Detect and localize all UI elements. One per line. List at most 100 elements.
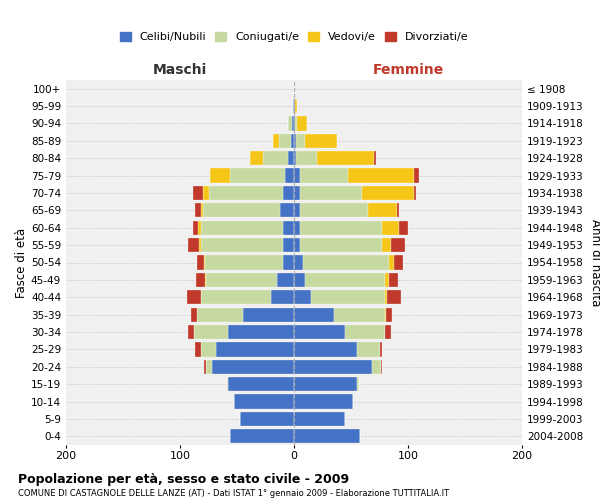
Bar: [200, 342, 217, 356]
Bar: [391, 238, 404, 252]
Bar: [385, 290, 388, 304]
Bar: [199, 238, 200, 252]
Text: Popolazione per età, sesso e stato civile - 2009: Popolazione per età, sesso e stato civil…: [18, 472, 349, 486]
Bar: [274, 134, 279, 148]
Bar: [198, 220, 200, 235]
Bar: [191, 308, 197, 322]
Bar: [294, 273, 305, 287]
Bar: [334, 308, 385, 322]
Bar: [300, 168, 347, 182]
Bar: [300, 220, 382, 235]
Bar: [380, 360, 382, 374]
Bar: [414, 186, 416, 200]
Bar: [385, 325, 391, 339]
Bar: [290, 134, 294, 148]
Bar: [300, 238, 382, 252]
Bar: [217, 342, 294, 356]
Bar: [204, 360, 206, 374]
Bar: [394, 256, 403, 270]
Bar: [305, 273, 385, 287]
Bar: [356, 342, 380, 356]
Bar: [294, 290, 311, 304]
Bar: [187, 290, 200, 304]
Bar: [414, 168, 419, 182]
Bar: [196, 273, 205, 287]
Bar: [346, 325, 385, 339]
Bar: [311, 290, 385, 304]
Bar: [241, 412, 294, 426]
Bar: [200, 238, 283, 252]
Bar: [203, 186, 209, 200]
Bar: [368, 203, 397, 218]
Bar: [374, 151, 376, 166]
Bar: [295, 99, 298, 113]
Bar: [292, 116, 294, 130]
Bar: [195, 342, 200, 356]
Bar: [386, 308, 392, 322]
Bar: [382, 220, 399, 235]
Text: Maschi: Maschi: [153, 62, 207, 76]
Bar: [280, 203, 294, 218]
Bar: [228, 325, 294, 339]
Bar: [296, 151, 317, 166]
Bar: [200, 290, 271, 304]
Bar: [294, 116, 295, 130]
Bar: [205, 256, 283, 270]
Bar: [294, 342, 356, 356]
Bar: [200, 203, 203, 218]
Bar: [283, 256, 294, 270]
Bar: [294, 168, 300, 182]
Bar: [388, 290, 401, 304]
Bar: [294, 220, 300, 235]
Bar: [200, 220, 283, 235]
Bar: [283, 186, 294, 200]
Bar: [294, 134, 296, 148]
Bar: [294, 325, 346, 339]
Bar: [294, 377, 356, 392]
Bar: [382, 238, 391, 252]
Bar: [294, 429, 360, 444]
Bar: [204, 256, 205, 270]
Bar: [212, 360, 294, 374]
Bar: [380, 342, 382, 356]
Bar: [194, 325, 228, 339]
Text: COMUNE DI CASTAGNOLE DELLE LANZE (AT) - Dati ISTAT 1° gennaio 2009 - Elaborazion: COMUNE DI CASTAGNOLE DELLE LANZE (AT) - …: [18, 489, 449, 498]
Bar: [294, 412, 346, 426]
Bar: [294, 394, 353, 408]
Bar: [293, 99, 294, 113]
Bar: [289, 151, 294, 166]
Bar: [303, 256, 389, 270]
Bar: [300, 186, 362, 200]
Bar: [206, 273, 277, 287]
Bar: [193, 186, 203, 200]
Bar: [271, 290, 294, 304]
Bar: [227, 377, 228, 392]
Bar: [296, 134, 305, 148]
Bar: [209, 186, 283, 200]
Bar: [294, 308, 334, 322]
Bar: [362, 186, 414, 200]
Bar: [228, 377, 294, 392]
Bar: [242, 308, 294, 322]
Bar: [300, 203, 368, 218]
Bar: [285, 168, 294, 182]
Bar: [233, 394, 294, 408]
Bar: [193, 220, 198, 235]
Bar: [197, 308, 242, 322]
Legend: Celibi/Nubili, Coniugati/e, Vedovi/e, Divorziati/e: Celibi/Nubili, Coniugati/e, Vedovi/e, Di…: [116, 29, 472, 46]
Bar: [188, 238, 199, 252]
Bar: [389, 256, 394, 270]
Bar: [305, 134, 337, 148]
Bar: [385, 308, 386, 322]
Y-axis label: Fasce di età: Fasce di età: [15, 228, 28, 298]
Bar: [203, 203, 280, 218]
Bar: [230, 168, 285, 182]
Bar: [205, 273, 206, 287]
Bar: [294, 151, 296, 166]
Bar: [250, 151, 263, 166]
Bar: [294, 360, 371, 374]
Bar: [294, 238, 300, 252]
Bar: [397, 203, 399, 218]
Text: Femmine: Femmine: [373, 62, 443, 76]
Bar: [230, 429, 294, 444]
